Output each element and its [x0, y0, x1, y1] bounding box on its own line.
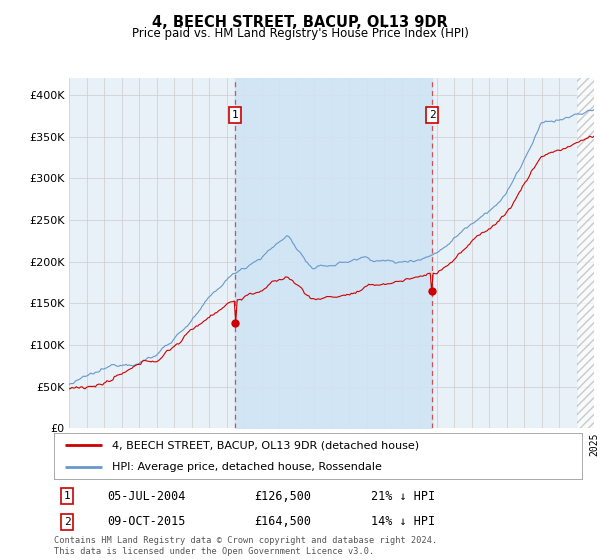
Text: 1: 1: [232, 110, 239, 120]
Bar: [577, 78, 594, 428]
Text: 1: 1: [64, 491, 71, 501]
Text: Contains HM Land Registry data © Crown copyright and database right 2024.
This d: Contains HM Land Registry data © Crown c…: [54, 536, 437, 556]
Text: £126,500: £126,500: [254, 489, 311, 502]
Text: Price paid vs. HM Land Registry's House Price Index (HPI): Price paid vs. HM Land Registry's House …: [131, 27, 469, 40]
Text: HPI: Average price, detached house, Rossendale: HPI: Average price, detached house, Ross…: [112, 463, 382, 472]
Text: 4, BEECH STREET, BACUP, OL13 9DR (detached house): 4, BEECH STREET, BACUP, OL13 9DR (detach…: [112, 440, 419, 450]
Text: 2: 2: [429, 110, 436, 120]
Text: 09-OCT-2015: 09-OCT-2015: [107, 515, 185, 528]
Text: 14% ↓ HPI: 14% ↓ HPI: [371, 515, 435, 528]
Bar: [577, 78, 594, 428]
Text: £164,500: £164,500: [254, 515, 311, 528]
Text: 4, BEECH STREET, BACUP, OL13 9DR: 4, BEECH STREET, BACUP, OL13 9DR: [152, 15, 448, 30]
Text: 05-JUL-2004: 05-JUL-2004: [107, 489, 185, 502]
Text: 21% ↓ HPI: 21% ↓ HPI: [371, 489, 435, 502]
Text: 2: 2: [64, 517, 71, 527]
